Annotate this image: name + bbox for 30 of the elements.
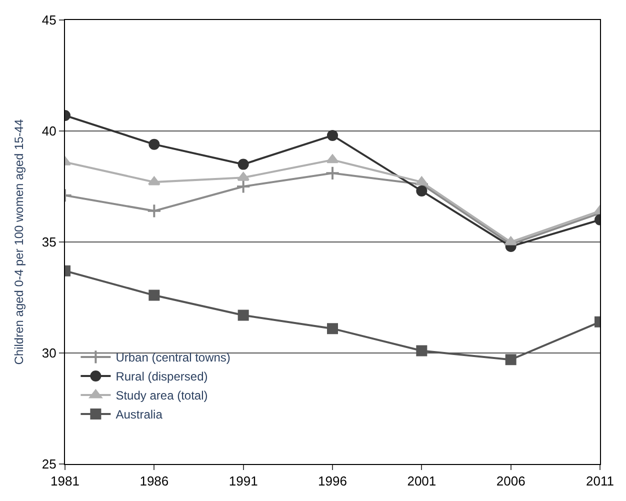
x-tick-label: 1991 bbox=[228, 474, 258, 489]
point bbox=[416, 185, 428, 196]
point bbox=[148, 290, 160, 301]
x-tick-label: 1981 bbox=[50, 474, 80, 489]
point bbox=[148, 138, 160, 150]
x-tick-label: 2001 bbox=[407, 474, 436, 489]
point bbox=[327, 130, 338, 141]
y-tick-label: 30 bbox=[42, 346, 56, 361]
point bbox=[238, 310, 249, 321]
point bbox=[326, 154, 339, 164]
point bbox=[327, 323, 338, 334]
y-tick-label: 35 bbox=[42, 234, 56, 250]
legend-label: Australia bbox=[116, 408, 163, 422]
x-tick-label: 2006 bbox=[496, 474, 526, 489]
legend-label: Rural (dispersed) bbox=[116, 370, 208, 384]
x-tick-label: 1986 bbox=[140, 474, 169, 489]
point bbox=[505, 354, 516, 366]
point bbox=[236, 179, 251, 194]
point bbox=[238, 158, 249, 170]
y-tick-label: 25 bbox=[42, 456, 56, 472]
y-axis-title: Children aged 0-4 per 100 women aged 15-44 bbox=[12, 118, 26, 365]
x-tick-label: 2011 bbox=[586, 474, 614, 489]
x-tick-label: 1996 bbox=[318, 474, 347, 489]
y-tick-label: 40 bbox=[42, 124, 56, 139]
y-tick-label: 45 bbox=[42, 12, 56, 28]
legend-label: Urban (central towns) bbox=[116, 350, 230, 365]
legend-label: Study area (total) bbox=[116, 388, 208, 403]
point bbox=[146, 204, 162, 218]
point bbox=[416, 345, 428, 356]
point bbox=[325, 166, 340, 180]
